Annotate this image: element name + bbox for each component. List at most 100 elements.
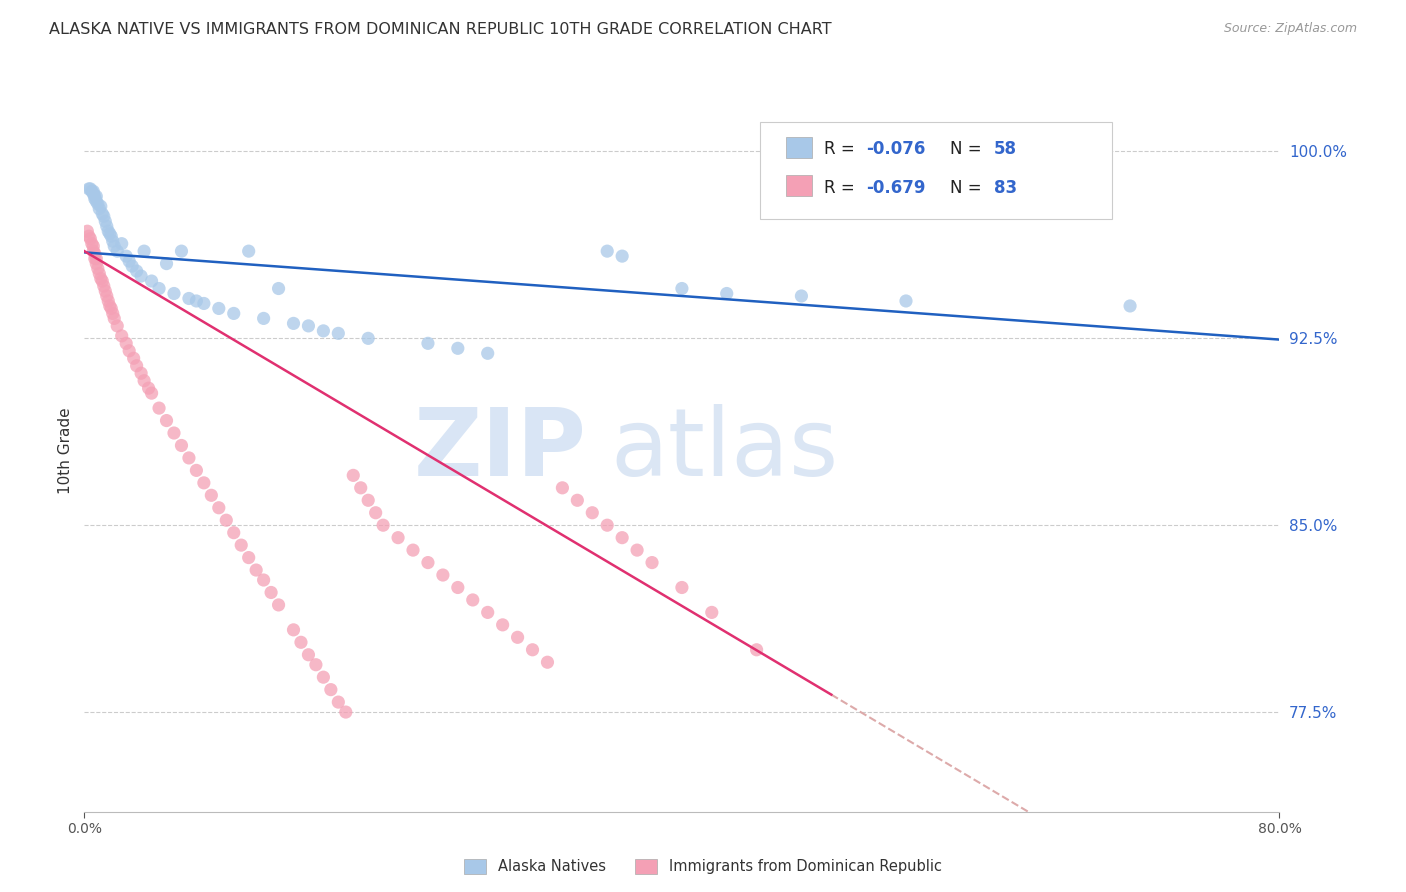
- Point: [894, 293, 917, 308]
- Point: [283, 317, 305, 331]
- Point: [97, 293, 120, 308]
- Point: [77, 229, 100, 244]
- Point: [129, 366, 152, 380]
- Point: [148, 401, 170, 416]
- Point: [387, 531, 409, 545]
- Point: [373, 518, 395, 533]
- Point: [305, 657, 328, 672]
- Point: [125, 359, 148, 373]
- Point: [186, 293, 208, 308]
- Point: [82, 239, 104, 253]
- Y-axis label: 10th Grade: 10th Grade: [58, 407, 73, 494]
- Point: [231, 538, 253, 552]
- Point: [222, 525, 245, 540]
- Point: [461, 593, 484, 607]
- Text: N =: N =: [949, 179, 987, 197]
- Point: [716, 286, 738, 301]
- Point: [612, 531, 634, 545]
- Point: [260, 585, 283, 599]
- Point: [820, 194, 842, 209]
- Point: [477, 606, 499, 620]
- Point: [79, 232, 101, 246]
- Text: 58: 58: [994, 140, 1017, 158]
- Point: [155, 413, 177, 427]
- Point: [96, 219, 118, 234]
- Text: -0.679: -0.679: [866, 179, 925, 197]
- Point: [177, 292, 200, 306]
- Point: [671, 581, 693, 595]
- Point: [111, 236, 134, 251]
- Point: [319, 682, 342, 697]
- Point: [200, 488, 222, 502]
- Point: [87, 196, 110, 211]
- Point: [83, 192, 105, 206]
- Point: [551, 481, 574, 495]
- Point: [342, 468, 364, 483]
- Point: [118, 254, 141, 268]
- Point: [245, 563, 267, 577]
- Point: [163, 425, 186, 440]
- Point: [416, 336, 439, 351]
- Point: [93, 279, 115, 293]
- Point: [193, 475, 215, 490]
- Point: [98, 299, 121, 313]
- Point: [101, 306, 124, 320]
- Point: [312, 670, 335, 684]
- Point: [312, 324, 335, 338]
- Point: [86, 257, 108, 271]
- Point: [115, 336, 138, 351]
- Point: [581, 506, 603, 520]
- Point: [253, 573, 276, 587]
- Point: [253, 311, 276, 326]
- Point: [86, 194, 108, 209]
- Point: [118, 343, 141, 358]
- Text: Source: ZipAtlas.com: Source: ZipAtlas.com: [1223, 22, 1357, 36]
- Point: [492, 618, 515, 632]
- Point: [82, 186, 104, 201]
- Point: [596, 518, 619, 533]
- Legend: Alaska Natives, Immigrants from Dominican Republic: Alaska Natives, Immigrants from Dominica…: [458, 853, 948, 880]
- Point: [170, 438, 193, 452]
- Point: [100, 301, 122, 316]
- Point: [364, 506, 387, 520]
- Point: [103, 239, 125, 253]
- Text: N =: N =: [949, 140, 987, 158]
- Text: ALASKA NATIVE VS IMMIGRANTS FROM DOMINICAN REPUBLIC 10TH GRADE CORRELATION CHART: ALASKA NATIVE VS IMMIGRANTS FROM DOMINIC…: [49, 22, 832, 37]
- Point: [477, 346, 499, 360]
- Point: [83, 246, 105, 260]
- Point: [132, 374, 156, 388]
- Point: [93, 209, 115, 223]
- Point: [105, 318, 128, 333]
- Point: [447, 341, 470, 355]
- Point: [432, 568, 454, 582]
- Point: [96, 289, 118, 303]
- Point: [87, 261, 110, 276]
- Point: [177, 450, 200, 465]
- Point: [89, 202, 111, 216]
- Point: [82, 185, 104, 199]
- Point: [129, 268, 152, 283]
- Point: [208, 301, 231, 316]
- Text: R =: R =: [824, 140, 860, 158]
- Point: [1119, 299, 1142, 313]
- Point: [238, 244, 260, 259]
- Text: R =: R =: [824, 179, 860, 197]
- Point: [283, 623, 305, 637]
- Point: [328, 326, 350, 341]
- Point: [170, 244, 193, 259]
- Point: [790, 289, 813, 303]
- Text: -0.076: -0.076: [866, 140, 925, 158]
- Point: [82, 244, 104, 259]
- Point: [101, 234, 124, 248]
- Point: [297, 318, 319, 333]
- Point: [350, 481, 373, 495]
- Point: [522, 642, 544, 657]
- Point: [91, 274, 114, 288]
- Point: [79, 182, 101, 196]
- Point: [103, 311, 125, 326]
- Point: [148, 281, 170, 295]
- Text: atlas: atlas: [610, 404, 838, 497]
- Point: [90, 199, 112, 213]
- Point: [80, 185, 103, 199]
- Text: ZIP: ZIP: [413, 404, 586, 497]
